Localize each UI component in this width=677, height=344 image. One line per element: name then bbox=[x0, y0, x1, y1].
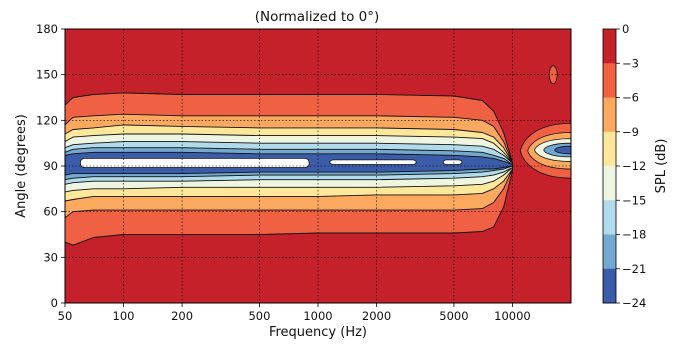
grid-lines bbox=[65, 29, 571, 303]
colorbar-title: SPL (dB) bbox=[654, 139, 669, 194]
y-axis-title: Angle (degrees) bbox=[14, 114, 29, 218]
y-tick-label: 90 bbox=[43, 159, 58, 173]
deep-null-region-0 bbox=[79, 157, 310, 168]
y-tick-label: 0 bbox=[51, 296, 58, 310]
y-tick-label: 120 bbox=[36, 113, 58, 127]
colorbar-swatch bbox=[603, 97, 616, 133]
colorbar-swatch bbox=[603, 268, 616, 304]
deep-null-region-2 bbox=[442, 159, 463, 165]
x-axis-title: Frequency (Hz) bbox=[269, 325, 367, 340]
colorbar-tick-label: −3 bbox=[622, 56, 639, 70]
x-axis: 50 100 200 500 1000 2000 5000 10000 bbox=[58, 303, 531, 323]
chart-subtitle: (Normalized to 0°) bbox=[255, 9, 380, 25]
x-tick-label: 100 bbox=[113, 309, 135, 323]
x-tick-label: 2000 bbox=[362, 309, 391, 323]
colorbar-tick-label: −24 bbox=[622, 296, 646, 310]
colorbar-tick-label: −15 bbox=[622, 193, 646, 207]
colorbar-tick-label: −12 bbox=[622, 159, 646, 173]
colorbar-swatch bbox=[603, 166, 616, 201]
x-tick-label: 50 bbox=[58, 309, 73, 323]
colorbar-swatch bbox=[603, 63, 616, 98]
colorbar-swatch bbox=[603, 131, 616, 167]
colorbar-tick-label: −6 bbox=[622, 91, 639, 105]
x-tick-label: 500 bbox=[248, 309, 270, 323]
colorbar-tick-label: 0 bbox=[622, 22, 629, 36]
colorbar-tick-label: −21 bbox=[622, 262, 646, 276]
y-tick-label: 60 bbox=[43, 205, 58, 219]
colorbar-swatch bbox=[603, 234, 616, 270]
deep-null-region-1 bbox=[329, 159, 417, 165]
y-tick-label: 30 bbox=[43, 250, 58, 264]
y-tick-label: 150 bbox=[36, 68, 58, 82]
colorbar-tick-label: −18 bbox=[622, 228, 646, 242]
y-axis: 0 30 60 90 120 150 180 bbox=[36, 22, 65, 310]
colorbar-swatch bbox=[603, 29, 616, 64]
y-tick-label: 180 bbox=[36, 22, 58, 36]
x-tick-label: 200 bbox=[171, 309, 193, 323]
colorbar: 0 −3 −6 −9 −12 −15 −18 −21 −24 bbox=[602, 22, 646, 310]
colorbar-swatch bbox=[603, 200, 616, 235]
x-tick-label: 5000 bbox=[439, 309, 468, 323]
hf-lobe-4 bbox=[554, 145, 571, 155]
colorbar-tick-label: −9 bbox=[622, 125, 639, 139]
x-tick-label: 1000 bbox=[303, 309, 332, 323]
x-tick-label: 10000 bbox=[494, 309, 531, 323]
